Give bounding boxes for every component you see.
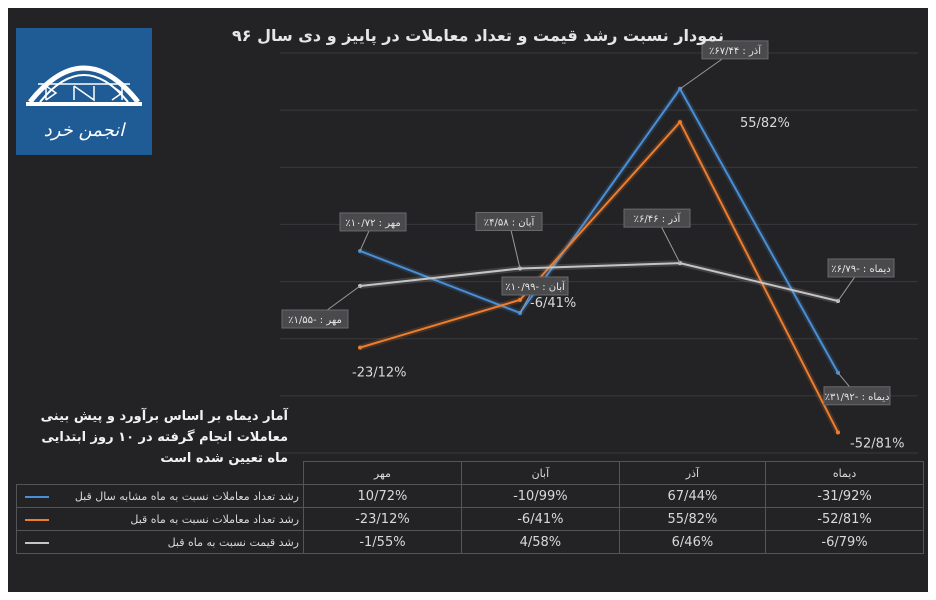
data-label: -23/12% [352, 366, 407, 381]
data-label: آبان : -۱۰/۹۹٪ [505, 280, 566, 293]
table-row: رشد قیمت نسبت به ماه قبل -1/55% 4/58% 6/… [16, 530, 924, 554]
data-label: آذر : ۶/۴۶٪ [634, 212, 682, 225]
table-cell: 10/72% [303, 484, 462, 508]
logo-text: انجمن خرد [43, 120, 125, 141]
table-cell: 67/44% [618, 484, 767, 508]
legend-swatch-orange [25, 519, 49, 521]
data-label: 55/82% [740, 116, 790, 131]
label-box [823, 386, 891, 406]
label-box [281, 309, 349, 329]
table-header-cell: آبان [460, 461, 620, 485]
table-cell: -23/12% [303, 507, 462, 531]
estimate-note: آمار دیماه بر اساس برآورد و پیش بینی معا… [40, 409, 288, 467]
table-header-cell: مهر [303, 461, 462, 485]
table-cell: -6/41% [460, 507, 620, 531]
table-cell: -10/99% [460, 484, 620, 508]
table-header-cell: دیماه [765, 461, 924, 485]
chart-frame: مهر : ۱۰/۷۲٪ آبان : -۱۰/۹۹٪ آذر : ۶۷/۴۴٪ دی… [8, 8, 928, 592]
line-chart: مهر : ۱۰/۷۲٪ آبان : -۱۰/۹۹٪ آذر : ۶۷/۴۴٪ دی… [280, 40, 918, 454]
data-label: -6/41% [530, 296, 576, 311]
building-icon [26, 65, 142, 106]
legend-swatch-blue [25, 496, 49, 498]
table-corner [16, 461, 304, 485]
table-row-label: رشد تعداد معاملات نسبت به ماه مشابه سال … [16, 484, 304, 508]
table-row-label: رشد قیمت نسبت به ماه قبل [16, 530, 304, 554]
label-box [623, 208, 691, 228]
table-row-label-text: رشد تعداد معاملات نسبت به ماه قبل [130, 512, 299, 526]
label-box [501, 276, 569, 296]
label-box [701, 40, 769, 60]
table-header-row: مهر آبان آذر دیماه [16, 461, 924, 485]
table-header-cell: آذر [618, 461, 767, 485]
data-point [518, 266, 522, 271]
table-cell: 6/46% [618, 530, 767, 554]
series-glow [358, 85, 841, 375]
table-row-label-text: رشد تعداد معاملات نسبت به ماه مشابه سال … [74, 489, 299, 503]
data-label: آبان : ۴/۵۸٪ [484, 215, 536, 228]
legend-swatch-gray [25, 542, 49, 544]
table-row-label: رشد تعداد معاملات نسبت به ماه قبل [16, 507, 304, 531]
table-cell: -1/55% [303, 530, 462, 554]
data-label: -52/81% [850, 436, 905, 451]
table-cell: -6/79% [765, 530, 924, 554]
table-cell: -31/92% [765, 484, 924, 508]
data-label: دیماه : -۶/۷۹٪ [831, 264, 891, 275]
data-table: مهر آبان آذر دیماه رشد تعداد معاملات نسب… [16, 461, 924, 554]
data-point [358, 345, 362, 350]
data-label: مهر : ۱۰/۷۲٪ [345, 218, 400, 229]
label-box [827, 258, 895, 278]
series-line [359, 121, 839, 433]
table-cell: 4/58% [460, 530, 620, 554]
label-box [339, 212, 407, 232]
table-row-label-text: رشد قیمت نسبت به ماه قبل [167, 535, 299, 549]
data-label: آذر : ۶۷/۴۴٪ [709, 44, 762, 57]
table-cell: -52/81% [765, 507, 924, 531]
data-label: مهر : -۱/۵۵٪ [288, 315, 342, 326]
data-point [518, 297, 522, 302]
table-cell: 55/82% [618, 507, 767, 531]
table-row: رشد تعداد معاملات نسبت به ماه قبل -23/12… [16, 507, 924, 531]
data-point [678, 120, 682, 125]
series-line [359, 87, 839, 374]
label-box [475, 211, 543, 231]
logo: انجمن خرد [16, 28, 152, 155]
data-label: دیماه : -۳۱/۹۲٪ [825, 392, 890, 403]
data-point [836, 430, 840, 435]
table-row: رشد تعداد معاملات نسبت به ماه مشابه سال … [16, 484, 924, 508]
chart-title: نمودار نسبت رشد قیمت و تعداد معاملات در … [231, 26, 725, 45]
series-line [359, 262, 839, 302]
